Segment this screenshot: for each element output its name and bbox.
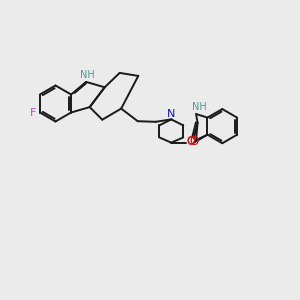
Text: N: N [167, 109, 176, 119]
Text: O: O [187, 137, 195, 147]
Text: O: O [186, 136, 195, 146]
Text: O: O [189, 135, 198, 148]
Text: F: F [30, 108, 37, 118]
Text: NH: NH [192, 102, 207, 112]
Text: NH: NH [80, 70, 94, 80]
